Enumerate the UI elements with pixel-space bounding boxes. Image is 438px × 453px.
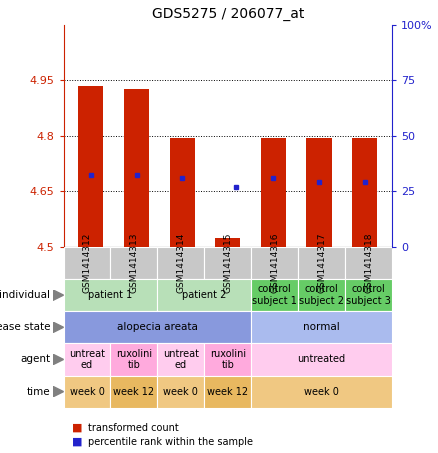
Text: percentile rank within the sample: percentile rank within the sample <box>88 437 253 447</box>
Text: alopecia areata: alopecia areata <box>117 322 198 333</box>
Bar <box>170 138 194 247</box>
Bar <box>157 279 251 311</box>
Bar <box>110 343 157 376</box>
Text: ■: ■ <box>72 437 83 447</box>
Text: GSM1414312: GSM1414312 <box>82 233 92 293</box>
Text: untreated: untreated <box>297 354 346 365</box>
Text: GSM1414316: GSM1414316 <box>270 233 279 293</box>
Bar <box>157 376 204 408</box>
Text: untreat
ed: untreat ed <box>69 349 105 370</box>
Text: time: time <box>27 386 50 397</box>
Bar <box>157 343 204 376</box>
Bar <box>124 88 149 247</box>
Bar <box>110 247 157 279</box>
Bar <box>78 86 103 247</box>
Bar <box>64 247 110 279</box>
Text: control
subject 3: control subject 3 <box>346 284 391 306</box>
Bar <box>298 247 345 279</box>
Title: GDS5275 / 206077_at: GDS5275 / 206077_at <box>152 7 304 21</box>
Bar <box>204 343 251 376</box>
Text: control
subject 2: control subject 2 <box>299 284 344 306</box>
Text: GSM1414313: GSM1414313 <box>129 233 138 293</box>
Text: individual: individual <box>0 290 50 300</box>
Bar <box>251 311 392 343</box>
Text: GSM1414317: GSM1414317 <box>317 233 326 293</box>
Bar <box>204 247 251 279</box>
Text: week 0: week 0 <box>70 386 104 397</box>
Text: week 0: week 0 <box>304 386 339 397</box>
Text: GSM1414318: GSM1414318 <box>364 233 373 293</box>
Bar <box>352 138 377 247</box>
Text: disease state: disease state <box>0 322 50 333</box>
Text: patient 2: patient 2 <box>182 290 226 300</box>
Text: agent: agent <box>20 354 50 365</box>
Bar <box>261 138 286 247</box>
Bar <box>251 343 392 376</box>
Bar <box>64 376 110 408</box>
Text: ■: ■ <box>72 423 83 433</box>
Polygon shape <box>53 322 64 333</box>
Text: control
subject 1: control subject 1 <box>252 284 297 306</box>
Text: week 12: week 12 <box>207 386 248 397</box>
Bar <box>110 376 157 408</box>
Bar <box>64 311 251 343</box>
Text: ruxolini
tib: ruxolini tib <box>116 349 152 370</box>
Bar <box>251 376 392 408</box>
Polygon shape <box>53 354 64 365</box>
Text: ruxolini
tib: ruxolini tib <box>210 349 246 370</box>
Bar <box>298 279 345 311</box>
Bar <box>64 279 157 311</box>
Bar <box>204 376 251 408</box>
Text: week 0: week 0 <box>163 386 198 397</box>
Bar <box>345 279 392 311</box>
Bar <box>64 343 110 376</box>
Text: GSM1414314: GSM1414314 <box>177 233 185 293</box>
Text: transformed count: transformed count <box>88 423 178 433</box>
Bar <box>251 279 298 311</box>
Bar <box>215 238 240 247</box>
Bar <box>157 247 204 279</box>
Text: week 12: week 12 <box>113 386 155 397</box>
Polygon shape <box>53 386 64 397</box>
Text: normal: normal <box>303 322 340 333</box>
Bar <box>307 138 332 247</box>
Polygon shape <box>53 290 64 301</box>
Bar <box>345 247 392 279</box>
Bar <box>251 247 298 279</box>
Text: untreat
ed: untreat ed <box>163 349 199 370</box>
Text: patient 1: patient 1 <box>88 290 133 300</box>
Text: GSM1414315: GSM1414315 <box>223 233 232 293</box>
